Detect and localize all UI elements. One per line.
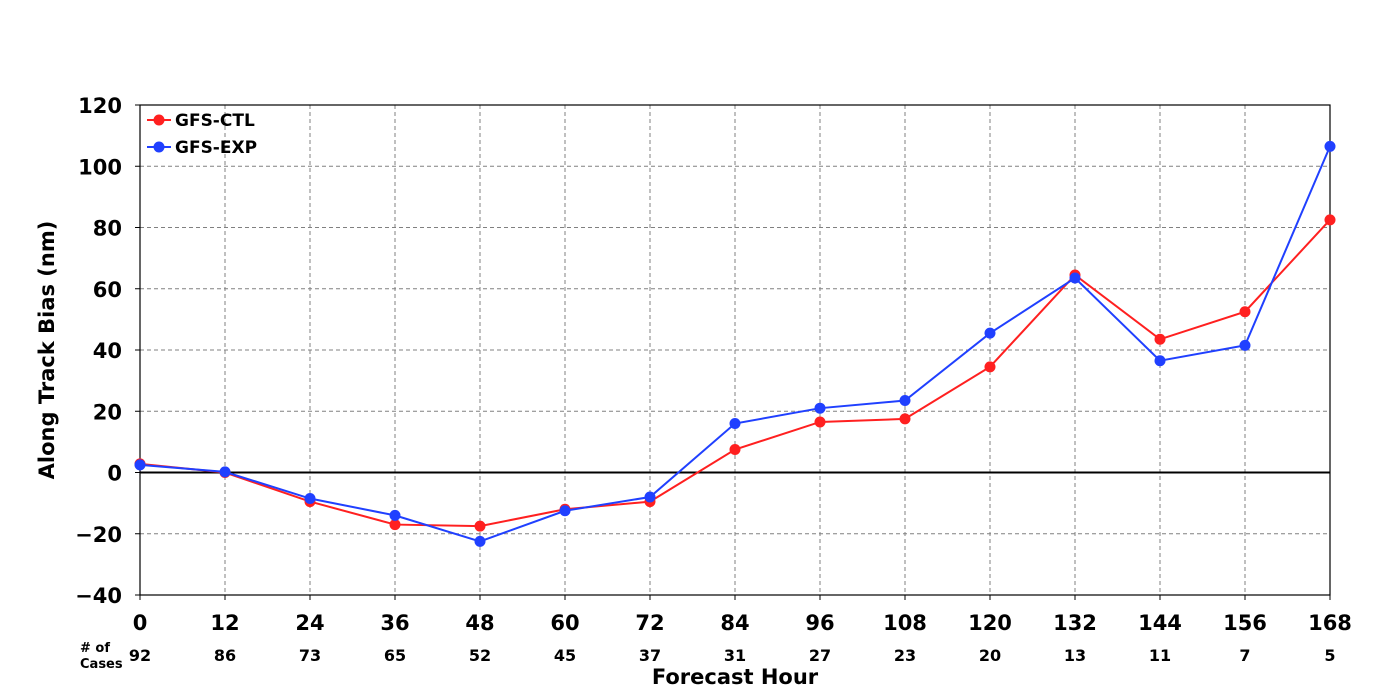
- legend-label-gfs-ctl: GFS-CTL: [175, 111, 255, 131]
- y-tick-label: −40: [75, 584, 122, 608]
- y-axis-label: Along Track Bias (nm): [35, 221, 59, 480]
- y-tick-label: 0: [107, 462, 122, 486]
- data-point-gfs-ctl: [1324, 214, 1336, 226]
- data-point-gfs-exp: [984, 327, 996, 339]
- case-counts: 92 86 73 65 52 45 37 31 27 23 20 13 11 7 5: [129, 646, 1336, 665]
- y-tick-label: 20: [93, 400, 122, 424]
- cases-label-line1: # of: [80, 641, 110, 656]
- y-axis-ticks: −40 −20 0 20 40 60 80 100 120: [75, 94, 140, 608]
- x-tick-label: 120: [968, 611, 1012, 635]
- x-tick-label: 36: [380, 611, 409, 635]
- data-point-gfs-exp: [134, 459, 146, 471]
- case-count: 73: [299, 646, 321, 665]
- case-count: 5: [1324, 646, 1335, 665]
- data-point-gfs-ctl: [1154, 333, 1166, 345]
- case-count: 27: [809, 646, 831, 665]
- legend-label-gfs-exp: GFS-EXP: [175, 138, 257, 158]
- series-lines: [134, 140, 1336, 547]
- case-count: 11: [1149, 646, 1171, 665]
- data-point-gfs-ctl: [729, 444, 741, 456]
- y-tick-label: 120: [78, 94, 122, 118]
- data-point-gfs-exp: [1069, 272, 1081, 284]
- data-point-gfs-exp: [644, 491, 656, 503]
- case-count: 13: [1064, 646, 1086, 665]
- cases-label-line2: Cases: [80, 657, 123, 672]
- x-tick-label: 168: [1308, 611, 1352, 635]
- legend-marker-gfs-exp: [153, 141, 165, 153]
- series-gfs-exp: [134, 140, 1336, 547]
- y-tick-label: −20: [75, 523, 122, 547]
- y-tick-label: 40: [93, 339, 122, 363]
- y-tick-label: 60: [93, 278, 122, 302]
- data-point-gfs-exp: [559, 505, 571, 517]
- case-count: 37: [639, 646, 661, 665]
- x-tick-label: 108: [883, 611, 927, 635]
- x-tick-label: 144: [1138, 611, 1182, 635]
- data-point-gfs-exp: [814, 402, 826, 414]
- case-count: 65: [384, 646, 406, 665]
- grid-lines: [140, 105, 1330, 595]
- x-tick-label: 156: [1223, 611, 1267, 635]
- x-tick-label: 96: [805, 611, 834, 635]
- y-tick-label: 100: [78, 155, 122, 179]
- data-point-gfs-exp: [474, 535, 486, 547]
- x-tick-label: 84: [720, 611, 749, 635]
- data-point-gfs-ctl: [1239, 306, 1251, 318]
- x-axis-label: Forecast Hour: [652, 665, 819, 689]
- case-count: 7: [1239, 646, 1250, 665]
- data-point-gfs-exp: [899, 395, 911, 407]
- data-point-gfs-ctl: [899, 413, 911, 425]
- x-tick-label: 132: [1053, 611, 1097, 635]
- data-point-gfs-ctl: [984, 361, 996, 373]
- data-point-gfs-ctl: [814, 416, 826, 428]
- data-point-gfs-exp: [304, 493, 316, 505]
- data-point-gfs-exp: [1154, 355, 1166, 367]
- x-tick-label: 72: [635, 611, 664, 635]
- case-count: 31: [724, 646, 746, 665]
- data-point-gfs-exp: [219, 466, 231, 478]
- data-point-gfs-exp: [1239, 339, 1251, 351]
- x-tick-label: 0: [133, 611, 148, 635]
- data-point-gfs-exp: [389, 509, 401, 521]
- x-axis-ticks: 0 12 24 36 48 60 72 84 96 108 120 132 144 156 168: [133, 595, 1352, 635]
- data-point-gfs-exp: [1324, 140, 1336, 152]
- data-point-gfs-ctl: [389, 519, 401, 531]
- data-point-gfs-ctl: [474, 520, 486, 532]
- case-count: 23: [894, 646, 916, 665]
- x-tick-label: 48: [465, 611, 494, 635]
- y-tick-label: 80: [93, 217, 122, 241]
- x-tick-label: 12: [210, 611, 239, 635]
- x-tick-label: 24: [295, 611, 324, 635]
- case-count: 45: [554, 646, 576, 665]
- x-tick-label: 60: [550, 611, 579, 635]
- legend-marker-gfs-ctl: [153, 114, 165, 126]
- case-count: 20: [979, 646, 1001, 665]
- case-count: 86: [214, 646, 236, 665]
- case-count: 52: [469, 646, 491, 665]
- data-point-gfs-exp: [729, 418, 741, 429]
- case-count: 92: [129, 646, 151, 665]
- legend: GFS-CTL GFS-EXP: [147, 111, 257, 158]
